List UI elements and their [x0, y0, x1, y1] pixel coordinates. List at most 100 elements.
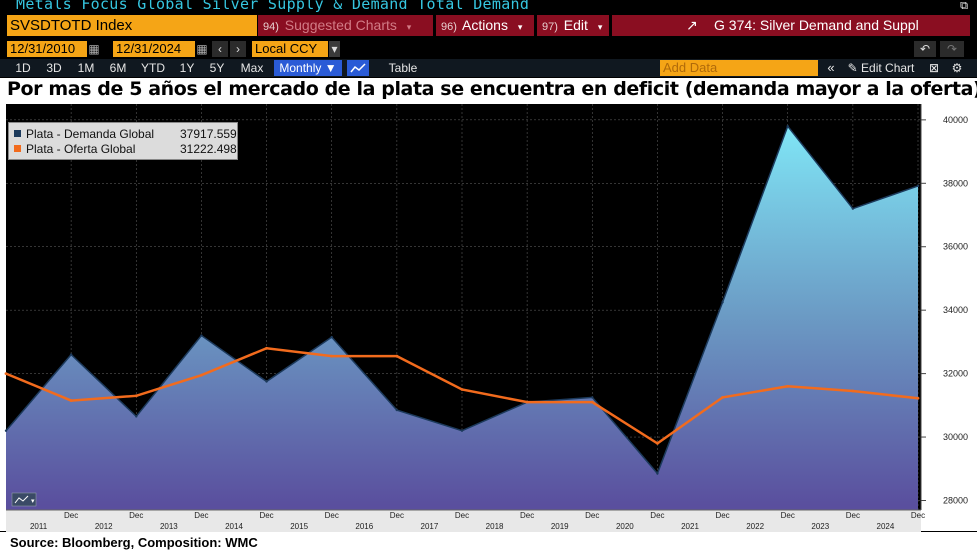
period-ytd[interactable]: YTD — [141, 61, 165, 75]
supply-point — [721, 395, 724, 399]
x-tick-label: Dec — [259, 511, 273, 520]
supply-point — [395, 354, 399, 358]
edit-button[interactable]: 97) Edit ▾ — [537, 15, 609, 36]
supply-point — [656, 441, 659, 445]
supply-point — [916, 396, 920, 400]
svg-text:▾: ▾ — [31, 497, 35, 505]
x-tick-label: Dec — [194, 511, 208, 520]
legend-item-demand: Plata - Demanda Global 37917.559 — [14, 127, 237, 142]
add-data-input[interactable]: Add Data — [660, 60, 818, 76]
currency-select[interactable]: Local CCY — [252, 41, 328, 57]
chart-id-bar[interactable]: ↗ G 374: Silver Demand and Suppl — [612, 15, 970, 36]
gear-icon[interactable]: ⚙ — [951, 61, 963, 75]
chart-options-icon[interactable]: ⊠ — [928, 61, 940, 75]
legend-item-supply: Plata - Oferta Global 31222.498 — [14, 142, 237, 157]
next-period-button[interactable]: › — [230, 41, 246, 57]
x-tick-label: Dec — [846, 511, 860, 520]
supply-point — [786, 384, 790, 388]
supply-point — [200, 373, 203, 377]
undo-icon[interactable]: ↶ — [914, 41, 936, 57]
demand-point — [395, 408, 399, 412]
x-tick-label: Dec — [781, 511, 795, 520]
suggested-charts-number: 94) — [263, 21, 279, 33]
actions-button[interactable]: 96) Actions ▾ — [436, 15, 534, 36]
demand-point — [786, 125, 789, 128]
period-3d[interactable]: 3D — [46, 61, 62, 75]
chevron-down-icon[interactable]: ▾ — [329, 41, 340, 57]
x-tick-label: Dec — [64, 511, 78, 520]
demand-point — [330, 335, 333, 339]
edit-chart-button[interactable]: ✎ Edit Chart — [842, 60, 920, 76]
redo-icon[interactable]: ↷ — [940, 41, 964, 57]
period-5y[interactable]: 5Y — [209, 61, 225, 75]
chevron-down-icon: ▾ — [597, 22, 603, 32]
period-6m[interactable]: 6M — [109, 61, 127, 75]
demand-point — [4, 429, 8, 432]
demand-point — [721, 301, 724, 304]
edit-label: Edit — [563, 17, 588, 33]
chevron-down-icon: ▼ — [324, 61, 337, 75]
actions-label: Actions — [462, 17, 508, 33]
y-tick-label: 38000 — [943, 178, 968, 188]
x-year-label: 2013 — [160, 522, 178, 531]
date-range-row: 12/31/2010 ▦ - 12/31/2024 ▦ ‹ › Local CC… — [0, 40, 977, 95]
chevron-down-icon: ▾ — [517, 22, 523, 32]
x-tick-label: Dec — [455, 511, 469, 520]
legend-value-demand: 37917.559 — [180, 127, 237, 141]
x-year-label: 2015 — [290, 522, 308, 531]
supply-point — [330, 354, 334, 358]
collapse-icon[interactable]: « — [827, 60, 835, 75]
x-year-label: 2021 — [681, 522, 699, 531]
prev-period-button[interactable]: ‹ — [212, 41, 228, 57]
chart-legend[interactable]: Plata - Demanda Global 37917.559 Plata -… — [8, 122, 238, 160]
period-1m[interactable]: 1M — [77, 61, 95, 75]
demand-point — [460, 429, 464, 432]
suggested-charts-label: Suggested Charts — [284, 17, 397, 33]
x-tick-label: Dec — [650, 511, 664, 520]
y-tick-label: 32000 — [943, 369, 968, 379]
supply-point — [525, 400, 529, 404]
start-date-input[interactable]: 12/31/2010 — [7, 41, 87, 57]
end-date-input[interactable]: 12/31/2024 — [113, 41, 195, 57]
supply-point — [590, 400, 594, 404]
x-tick-label: Dec — [325, 511, 339, 520]
period-max[interactable]: Max — [240, 61, 264, 75]
legend-swatch-supply — [14, 145, 21, 152]
legend-value-supply: 31222.498 — [180, 142, 237, 156]
y-tick-label: 36000 — [943, 242, 968, 252]
calendar-icon[interactable]: ▦ — [88, 41, 100, 57]
period-1y[interactable]: 1Y — [179, 61, 195, 75]
demand-point — [851, 207, 855, 210]
x-year-label: 2022 — [746, 522, 764, 531]
demand-point — [135, 415, 138, 418]
line-chart-icon[interactable] — [347, 60, 369, 76]
y-tick-label: 28000 — [943, 495, 968, 505]
chevron-down-icon: ▾ — [406, 22, 412, 32]
x-tick-label: Dec — [585, 511, 599, 520]
demand-point — [916, 184, 920, 188]
period-1d[interactable]: 1D — [15, 61, 31, 75]
ticker-input[interactable]: SVSDTOTD Index — [7, 15, 257, 36]
supply-point — [460, 388, 464, 391]
demand-area — [6, 126, 918, 510]
legend-swatch-demand — [14, 130, 21, 137]
table-button[interactable]: Table — [388, 61, 418, 75]
frequency-label: Monthly — [279, 61, 322, 75]
chart-title: Por mas de 5 años el mercado de la plata… — [7, 78, 977, 100]
popout-icon[interactable]: ⧉ — [960, 0, 968, 12]
x-tick-label: Dec — [390, 511, 404, 520]
period-toolbar: 1D 3D 1M 6M YTD 1Y 5Y Max Monthly ▼ Tabl… — [0, 59, 977, 77]
x-year-label: 2017 — [421, 522, 439, 531]
demand-point — [656, 472, 659, 475]
actions-number: 96) — [441, 21, 457, 33]
demand-point — [591, 396, 594, 399]
demand-point — [69, 353, 73, 356]
calendar-icon[interactable]: ▦ — [196, 41, 208, 57]
suggested-charts-button[interactable]: 94) Suggested Charts ▾ — [258, 15, 433, 36]
x-year-label: 2019 — [551, 522, 569, 531]
chart-type-button[interactable]: ▾ — [11, 492, 37, 507]
source-bar — [0, 532, 977, 552]
supply-point — [69, 399, 73, 402]
frequency-select[interactable]: Monthly ▼ — [274, 60, 342, 76]
